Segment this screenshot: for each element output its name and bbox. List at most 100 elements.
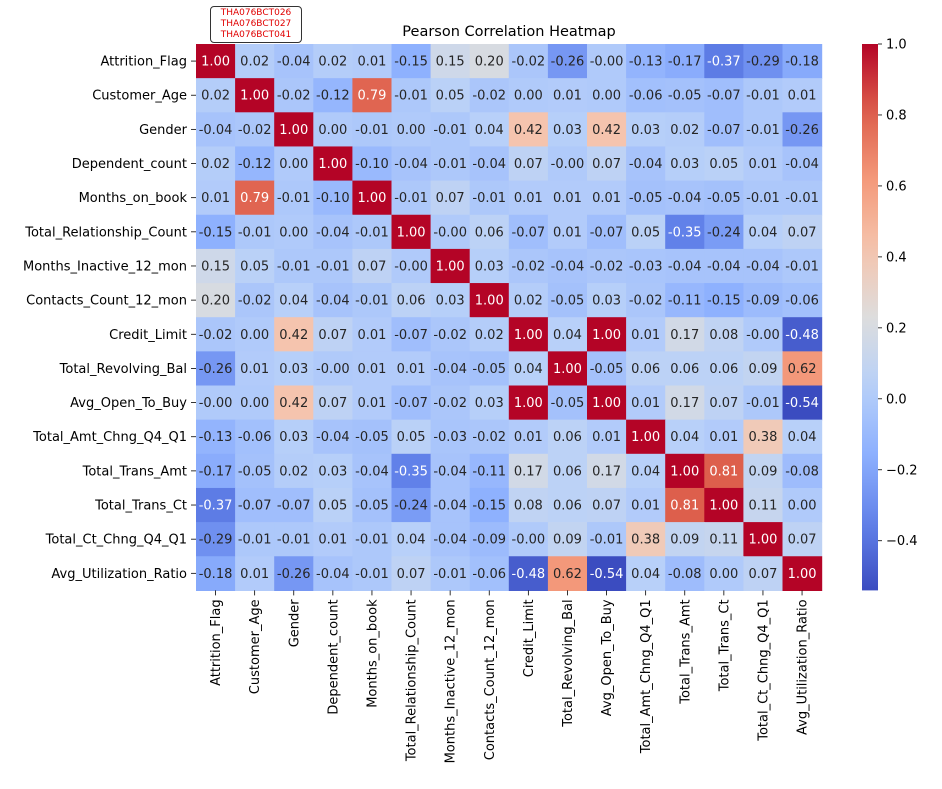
- x-tick-label: Months_Inactive_12_mon: [444, 599, 459, 763]
- cell-value-label: 0.04: [748, 225, 777, 240]
- heatmap-cell: [391, 317, 432, 352]
- cell-value-label: -0.00: [551, 157, 585, 172]
- heatmap-cell: [547, 556, 588, 591]
- x-tick-label: Avg_Open_To_Buy: [600, 599, 615, 716]
- x-axis: Attrition_Flag Customer_Age Gender Dependen…: [209, 590, 811, 763]
- heatmap-cell: [274, 419, 314, 455]
- heatmap-cell: [508, 248, 549, 284]
- cell-value-label: 0.09: [670, 533, 699, 548]
- y-tick-label: Total_Trans_Ct: [94, 499, 187, 514]
- colorbar-tick-label: 0.4: [886, 250, 907, 265]
- heatmap-cell: [665, 214, 705, 250]
- heatmap-cell: [782, 419, 823, 455]
- cell-value-label: 0.00: [279, 225, 308, 240]
- cell-value-label: 0.02: [240, 55, 269, 70]
- cell-value-label: -0.48: [785, 328, 819, 343]
- x-tick-label: Total_Ct_Chng_Q4_Q1: [756, 599, 771, 741]
- heatmap-cell: [547, 487, 588, 523]
- cell-value-label: -0.00: [746, 328, 780, 343]
- heatmap-cell: [743, 453, 784, 489]
- heatmap-cell: [352, 351, 393, 387]
- heatmap-cell: [235, 487, 275, 523]
- heatmap-cell: [587, 78, 627, 113]
- heatmap-cell: [665, 522, 705, 557]
- heatmap-cell: [587, 419, 627, 455]
- cell-value-label: 0.05: [436, 89, 465, 104]
- cell-value-label: 0.79: [357, 89, 386, 104]
- heatmap-cell: [665, 317, 705, 352]
- x-tick-label: Months_on_book: [365, 599, 380, 708]
- cell-value-label: -0.07: [238, 499, 272, 514]
- cell-value-label: -0.04: [668, 259, 702, 274]
- heatmap-cell: [430, 78, 471, 113]
- heatmap-cell: [313, 283, 353, 318]
- cell-value-label: -0.11: [472, 464, 506, 479]
- heatmap-cell: [743, 522, 784, 557]
- heatmap-cell: [626, 283, 666, 318]
- heatmap-cell: [704, 214, 744, 250]
- colorbar-tick-label: −0.2: [886, 463, 918, 478]
- cell-value-label: -0.04: [316, 567, 350, 582]
- cell-value-label: -0.01: [746, 396, 780, 411]
- colorbar-tick-label: 0.8: [886, 108, 907, 123]
- heatmap-cell: [743, 44, 784, 79]
- x-tick-label: Contacts_Count_12_mon: [483, 599, 498, 760]
- cell-value-label: -0.10: [355, 157, 389, 172]
- cell-value-label: 1.00: [397, 225, 426, 240]
- cell-value-label: -0.08: [785, 464, 819, 479]
- heatmap-cell: [508, 317, 549, 352]
- y-tick-label: Total_Relationship_Count: [24, 225, 187, 240]
- heatmap-cell: [665, 78, 705, 113]
- cell-value-label: 0.01: [357, 396, 386, 411]
- cell-value-label: -0.29: [746, 55, 780, 70]
- heatmap-cell: [626, 351, 666, 387]
- cell-value-label: -0.04: [746, 259, 780, 274]
- cell-value-label: -0.01: [785, 191, 819, 206]
- heatmap-cell: [352, 78, 393, 113]
- cell-value-label: -0.02: [277, 89, 311, 104]
- heatmap-cell: [743, 487, 784, 523]
- cell-value-label: 0.07: [318, 328, 347, 343]
- heatmap-cell: [430, 556, 471, 591]
- heatmap-cell: [274, 112, 314, 148]
- heatmap-cell: [235, 351, 275, 387]
- cell-value-label: 1.00: [631, 430, 660, 445]
- heatmap-cell: [352, 385, 393, 421]
- heatmap-cell: [743, 419, 784, 455]
- cell-value-label: -0.04: [433, 533, 467, 548]
- cell-value-label: 0.07: [436, 191, 465, 206]
- colorbar-axis: 1.0 0.8 0.6 0.4 0.2 0.0 −0.2 −0.4: [878, 38, 918, 549]
- heatmap-cell: [352, 180, 393, 216]
- cell-value-label: 0.05: [631, 225, 660, 240]
- x-tick-label: Total_Trans_Amt: [678, 599, 693, 704]
- cell-value-label: 0.20: [475, 55, 504, 70]
- cell-value-label: 0.17: [514, 464, 543, 479]
- y-tick-label: Total_Revolving_Bal: [59, 362, 187, 377]
- cell-value-label: -0.13: [199, 430, 233, 445]
- heatmap-cell: [587, 112, 627, 148]
- heatmap-cell: [626, 248, 666, 284]
- heatmap-cell: [626, 44, 666, 79]
- heatmap-cell: [587, 283, 627, 318]
- cell-value-label: -0.17: [199, 464, 233, 479]
- heatmap-cell: [274, 453, 314, 489]
- cell-value-label: 0.07: [318, 396, 347, 411]
- heatmap-cell: [547, 248, 588, 284]
- cell-value-label: 0.06: [475, 225, 504, 240]
- heatmap-cell: [547, 283, 588, 318]
- colorbar-tick-label: 0.6: [886, 179, 907, 194]
- x-tick-label: Customer_Age: [248, 599, 263, 694]
- cell-value-label: -0.26: [551, 55, 585, 70]
- heatmap-cell: [469, 44, 510, 79]
- cell-value-label: -0.01: [433, 157, 467, 172]
- cell-value-label: 0.07: [357, 259, 386, 274]
- cell-value-label: 0.03: [318, 464, 347, 479]
- heatmap-cell: [665, 112, 705, 148]
- cell-value-label: 0.62: [553, 567, 582, 582]
- cell-value-label: -0.18: [785, 55, 819, 70]
- heatmap-cell: [782, 317, 823, 352]
- cell-value-label: -0.35: [668, 225, 702, 240]
- cell-value-label: -0.04: [316, 430, 350, 445]
- cell-value-label: 0.42: [592, 123, 621, 138]
- heatmap-cell: [547, 351, 588, 387]
